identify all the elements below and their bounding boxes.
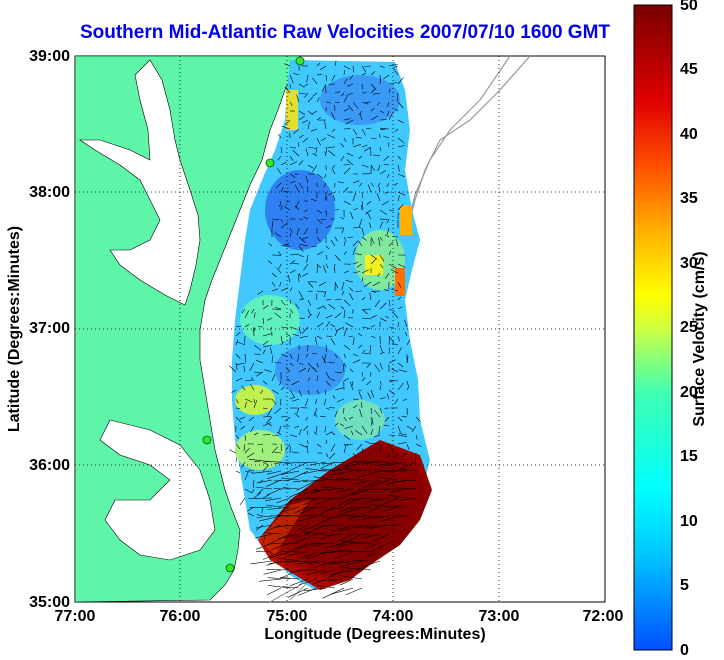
x-tick: 75:00: [252, 608, 322, 626]
x-axis-label: Longitude (Degrees:Minutes): [140, 626, 610, 644]
colorbar-tick: 40: [680, 126, 698, 144]
x-tick: 73:00: [464, 608, 534, 626]
colorbar: [634, 5, 672, 650]
x-tick: 74:00: [358, 608, 428, 626]
colorbar-tick: 5: [680, 577, 689, 595]
x-tick: 77:00: [40, 608, 110, 626]
x-tick: 76:00: [145, 608, 215, 626]
y-axis-label: Latitude (Degrees:Minutes): [6, 194, 24, 464]
colorbar-tick: 50: [680, 0, 698, 15]
colorbar-tick: 45: [680, 61, 698, 79]
colorbar-tick: 0: [680, 642, 689, 660]
colorbar-tick: 10: [680, 513, 698, 531]
x-tick: 72:00: [568, 608, 638, 626]
colorbar-label: Surface Velocity (cm/s): [691, 199, 709, 479]
y-tick: 39:00: [2, 48, 70, 66]
